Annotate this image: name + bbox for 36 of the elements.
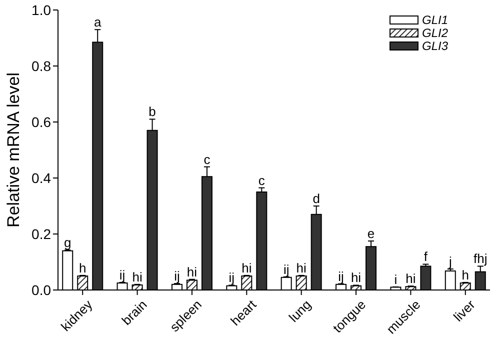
legend-label: GLI1 [422, 13, 448, 28]
data-label: hi [296, 260, 307, 276]
data-label: ij [174, 268, 180, 284]
y-tick-label: 0.6 [32, 114, 52, 130]
data-label: g [64, 234, 72, 250]
data-label: ij [228, 270, 235, 286]
y-tick-label: 0.0 [32, 282, 52, 298]
y-axis-title: Relative mRNA level [4, 72, 23, 228]
data-label: i [394, 272, 398, 287]
y-tick-label: 0.2 [32, 226, 52, 242]
data-label: c [204, 152, 211, 167]
y-tick-label: 0.4 [32, 170, 52, 186]
data-label: a [94, 14, 102, 30]
data-label: d [312, 191, 320, 206]
data-label: h [462, 267, 470, 282]
legend-label: GLI2 [422, 26, 448, 40]
data-label: ij [338, 268, 344, 284]
data-label: h [78, 260, 86, 276]
data-label: hi [186, 264, 198, 280]
data-label: hi [406, 271, 416, 286]
legend-label: GLI3 [422, 39, 448, 54]
data-label: fhj [474, 251, 488, 266]
data-label: hi [350, 270, 362, 286]
y-tick-label: 1.0 [32, 2, 52, 18]
data-label: j [448, 254, 452, 269]
data-label: ij [119, 267, 126, 282]
y-tick-label: 0.8 [32, 58, 52, 74]
data-label: hi [242, 260, 252, 276]
data-label: b [148, 104, 156, 120]
data-label: f [424, 249, 428, 264]
x-tick-label: lung [286, 296, 314, 325]
data-label: hi [132, 269, 142, 284]
x-tick-label: liver [450, 296, 478, 324]
data-label: e [367, 226, 375, 241]
data-label: c [258, 172, 266, 188]
data-label: ij [283, 262, 290, 277]
